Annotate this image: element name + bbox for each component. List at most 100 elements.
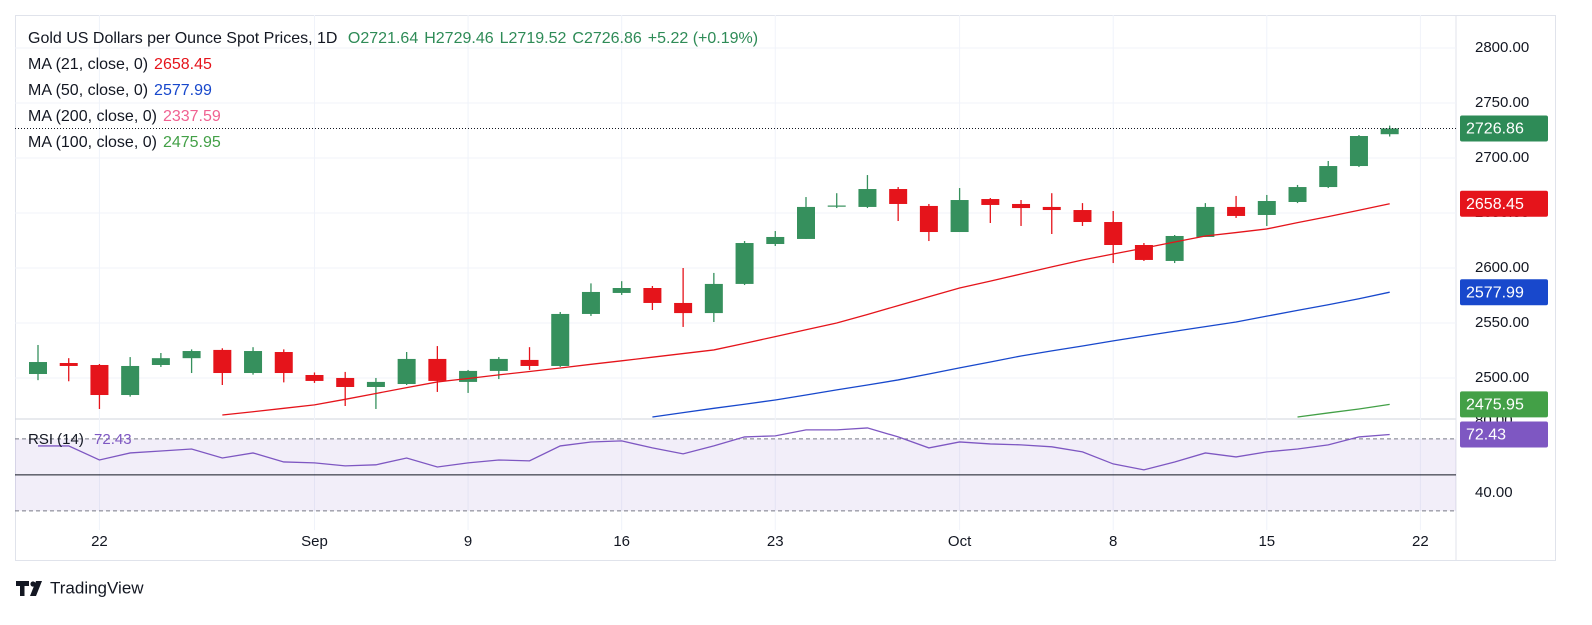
candle-body	[827, 205, 846, 207]
rsi-tag	[1460, 421, 1548, 448]
ohlc-key: H	[424, 30, 436, 47]
candle-body	[797, 206, 815, 239]
candle-body	[1012, 203, 1031, 209]
ma-tag	[1460, 190, 1548, 217]
candle-body	[674, 302, 693, 314]
candle-body	[612, 288, 631, 293]
candle-body	[1380, 128, 1399, 135]
candle-body	[213, 349, 232, 374]
candle-body	[274, 352, 293, 374]
candle-body	[919, 205, 938, 233]
y-tick-label: 2550.00	[1475, 314, 1529, 331]
ohlc-key: C	[572, 30, 584, 47]
candle-body	[428, 358, 447, 381]
logo-mark	[30, 581, 42, 596]
x-tick-label: 22	[1412, 533, 1429, 550]
last-price-tag-label: 2726.86	[1466, 121, 1524, 138]
candle-body	[1288, 187, 1307, 202]
ma-name: MA (21, close, 0)	[28, 56, 149, 73]
ohlc-key: L	[499, 30, 509, 47]
ma-tag-label: 2475.95	[1466, 397, 1524, 414]
candle-body	[1319, 166, 1338, 188]
ohlc-value: 2729.46	[435, 30, 494, 47]
ma-legend-item: MA (21, close, 0) 2658.45	[28, 56, 218, 74]
logo: TradingView	[16, 578, 144, 597]
y-tick-label: 2750.00	[1475, 94, 1529, 111]
x-tick-label: 22	[91, 533, 108, 550]
ohlc-key: O	[347, 30, 361, 47]
y-tick-label: 2800.00	[1475, 39, 1529, 56]
x-tick-label: 8	[1109, 533, 1117, 550]
candle-body	[366, 381, 385, 387]
candle-body	[1257, 201, 1276, 215]
rsi-tag-label: 72.43	[1466, 427, 1506, 444]
ma-tag-label: 2577.99	[1466, 284, 1524, 301]
last-price-tag	[1460, 115, 1548, 142]
candle-body	[121, 365, 140, 396]
ma-legend-item: MA (100, close, 0) 2475.95	[28, 134, 227, 152]
x-tick-label: Oct	[948, 533, 972, 550]
rsi-tick-label: 40.00	[1475, 484, 1513, 501]
candle-body	[336, 377, 355, 387]
ma-legend-item: MA (50, close, 0) 2577.99	[28, 82, 218, 100]
candle-body	[305, 374, 324, 381]
change: +5.22 (+0.19%)	[647, 30, 759, 47]
candle-body	[551, 313, 570, 366]
x-tick-label: 16	[613, 533, 630, 550]
y-tick-label: 2600.00	[1475, 259, 1529, 276]
candle-body	[59, 363, 78, 366]
y-tick-label: 2700.00	[1475, 149, 1529, 166]
ma-value: 2337.59	[162, 108, 221, 125]
chart-title: Gold US Dollars per Ounce Spot Prices, 1…	[28, 30, 338, 47]
grid	[15, 15, 1456, 530]
x-tick-label: 15	[1258, 533, 1275, 550]
x-tick-label: 9	[464, 533, 472, 550]
brand-name: TradingView	[50, 578, 144, 597]
candle-body	[581, 291, 600, 314]
ma-tag	[1460, 391, 1548, 418]
ma-line	[652, 291, 1390, 418]
x-tick-label: Sep	[301, 533, 328, 550]
ma-value: 2475.95	[162, 134, 221, 151]
ma-value: 2577.99	[154, 82, 212, 99]
candle-body	[459, 370, 478, 382]
candle-body	[704, 283, 723, 314]
ohlc-value: 2721.64	[360, 30, 419, 47]
candle-body	[244, 351, 263, 374]
candle-body	[1349, 136, 1368, 167]
candle-body	[643, 288, 662, 303]
header: Gold US Dollars per Ounce Spot Prices, 1…	[28, 30, 764, 48]
chart-frame	[15, 15, 1556, 561]
candle-body	[1227, 206, 1246, 216]
rsi-pane	[15, 427, 1456, 512]
candle-body	[889, 189, 908, 204]
ohlc-value: 2719.52	[508, 30, 567, 47]
price-pane	[15, 125, 1456, 418]
candle-body	[766, 236, 785, 245]
rsi-name: RSI (14)	[28, 431, 84, 448]
ma-line	[1297, 403, 1390, 418]
ma-tag	[1460, 279, 1548, 306]
candle-body	[981, 199, 1000, 205]
x-tick-label: 23	[767, 533, 784, 550]
candle-body	[735, 243, 754, 284]
rsi-value: 72.43	[94, 431, 132, 448]
candle-body	[29, 362, 47, 375]
candle-body	[1042, 206, 1061, 211]
candle-body	[950, 200, 969, 233]
y-tick-label: 2500.00	[1475, 369, 1529, 386]
rsi-line	[38, 427, 1390, 471]
candle-body	[489, 358, 508, 371]
candle-body	[182, 351, 201, 359]
ma-value: 2658.45	[154, 56, 212, 73]
candle-body	[397, 358, 416, 385]
candle-body	[1165, 235, 1184, 261]
ma-legend-item: MA (200, close, 0) 2337.59	[28, 108, 227, 126]
candle-body	[151, 358, 170, 365]
candle-body	[858, 189, 877, 207]
axis: 2500.002550.002600.002650.002700.002750.…	[91, 39, 1548, 550]
logo-mark	[16, 581, 29, 596]
ma-name: MA (100, close, 0)	[28, 134, 157, 151]
